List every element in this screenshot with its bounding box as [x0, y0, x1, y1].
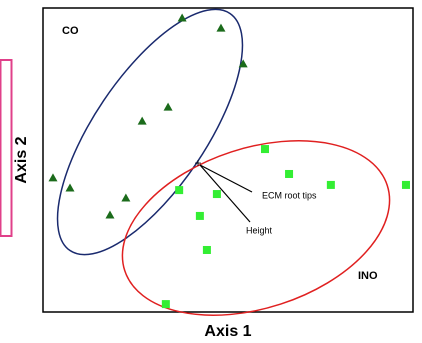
point: [261, 145, 269, 154]
y-axis-label: Axis 2: [13, 136, 30, 183]
x-axis-label: Axis 1: [204, 323, 251, 340]
point: [137, 116, 147, 125]
point: [212, 190, 221, 199]
point: [175, 186, 184, 195]
co-ellipse: [56, 8, 244, 256]
annotation: Height: [246, 225, 273, 235]
point: [326, 180, 335, 189]
point: [121, 193, 131, 202]
point: [177, 13, 187, 22]
ino-ellipse: [121, 140, 391, 316]
point: [195, 211, 204, 220]
point: [285, 169, 294, 178]
plot-frame: [42, 7, 414, 313]
vector: [199, 164, 253, 193]
vector: [199, 164, 251, 223]
point: [163, 102, 173, 111]
point: [161, 300, 170, 309]
point: [401, 180, 410, 189]
point: [202, 245, 211, 254]
point: [216, 23, 226, 32]
annotation: ECM root tips: [262, 190, 317, 200]
point: [48, 173, 58, 182]
point: [238, 59, 248, 68]
vector-origin: +: [194, 156, 201, 170]
side-panel: [0, 59, 13, 237]
point: [65, 183, 75, 192]
group-label: INO: [358, 270, 378, 282]
point: [105, 210, 115, 219]
group-label: CO: [62, 25, 79, 37]
